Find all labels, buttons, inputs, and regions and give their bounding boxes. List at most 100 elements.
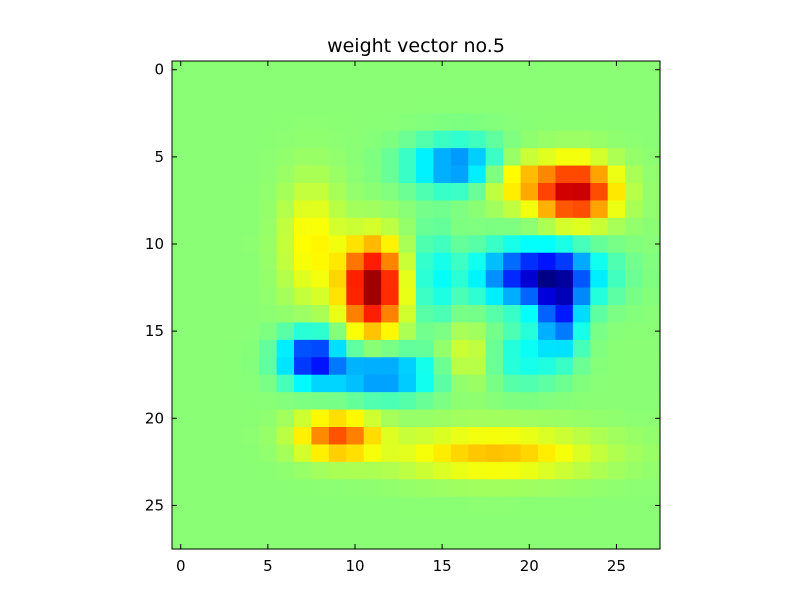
heatmap-cell bbox=[311, 305, 330, 324]
heatmap-cell bbox=[520, 461, 539, 480]
heatmap-cell bbox=[433, 270, 452, 289]
heatmap-cell bbox=[607, 357, 626, 376]
heatmap-cell bbox=[416, 270, 435, 289]
heatmap-cell bbox=[450, 444, 469, 463]
heatmap-cell bbox=[538, 148, 557, 167]
heatmap-cell bbox=[189, 531, 208, 550]
heatmap-cell bbox=[485, 270, 504, 289]
heatmap-cell bbox=[642, 427, 661, 446]
heatmap-cell bbox=[398, 479, 417, 498]
heatmap-cell bbox=[398, 183, 417, 202]
heatmap-cell bbox=[538, 270, 557, 289]
heatmap-cell bbox=[450, 200, 469, 219]
heatmap-cell bbox=[259, 130, 278, 149]
heatmap-cell bbox=[625, 61, 644, 80]
heatmap-cell bbox=[590, 113, 609, 132]
heatmap-cell bbox=[398, 287, 417, 306]
heatmap-cell bbox=[433, 235, 452, 254]
heatmap-cell bbox=[625, 78, 644, 97]
heatmap-cell bbox=[468, 427, 487, 446]
heatmap-cell bbox=[433, 305, 452, 324]
heatmap-cell bbox=[607, 427, 626, 446]
heatmap-cell bbox=[642, 148, 661, 167]
heatmap-cell bbox=[206, 514, 225, 533]
heatmap-cells bbox=[172, 61, 661, 550]
heatmap-cell bbox=[346, 427, 365, 446]
heatmap-cell bbox=[206, 78, 225, 97]
heatmap-cell bbox=[538, 322, 557, 341]
heatmap-cell bbox=[224, 409, 243, 428]
heatmap-cell bbox=[572, 496, 591, 515]
heatmap-cell bbox=[346, 374, 365, 393]
heatmap-cell bbox=[625, 130, 644, 149]
heatmap-cell bbox=[328, 339, 347, 358]
axes-frame bbox=[171, 60, 661, 550]
heatmap-cell bbox=[346, 61, 365, 80]
heatmap-cell bbox=[555, 409, 574, 428]
heatmap-cell bbox=[590, 514, 609, 533]
heatmap-cell bbox=[381, 61, 400, 80]
heatmap-cell bbox=[381, 322, 400, 341]
heatmap-cell bbox=[642, 217, 661, 236]
heatmap-cell bbox=[328, 148, 347, 167]
heatmap-cell bbox=[503, 270, 522, 289]
heatmap-cell bbox=[590, 409, 609, 428]
heatmap-cell bbox=[450, 427, 469, 446]
heatmap-cell bbox=[241, 235, 260, 254]
heatmap-cell bbox=[276, 374, 295, 393]
heatmap-cell bbox=[189, 287, 208, 306]
heatmap-cell bbox=[485, 200, 504, 219]
heatmap-cell bbox=[538, 409, 557, 428]
heatmap-cell bbox=[625, 183, 644, 202]
heatmap-cell bbox=[450, 479, 469, 498]
heatmap-cell bbox=[328, 235, 347, 254]
heatmap-cell bbox=[224, 531, 243, 550]
heatmap-cell bbox=[572, 217, 591, 236]
heatmap-cell bbox=[468, 409, 487, 428]
heatmap-cell bbox=[503, 374, 522, 393]
heatmap-cell bbox=[276, 235, 295, 254]
heatmap-cell bbox=[311, 427, 330, 446]
heatmap-cell bbox=[276, 479, 295, 498]
heatmap-cell bbox=[311, 270, 330, 289]
heatmap-cell bbox=[625, 287, 644, 306]
heatmap-cell bbox=[485, 235, 504, 254]
heatmap-cell bbox=[224, 235, 243, 254]
heatmap-cell bbox=[642, 392, 661, 411]
heatmap-cell bbox=[381, 357, 400, 376]
heatmap-cell bbox=[172, 514, 191, 533]
heatmap-cell bbox=[224, 200, 243, 219]
heatmap-cell bbox=[311, 444, 330, 463]
heatmap-cell bbox=[224, 287, 243, 306]
heatmap-cell bbox=[503, 287, 522, 306]
heatmap-cell bbox=[259, 235, 278, 254]
heatmap-cell bbox=[172, 392, 191, 411]
heatmap-cell bbox=[206, 113, 225, 132]
heatmap-cell bbox=[294, 217, 313, 236]
heatmap-cell bbox=[572, 113, 591, 132]
heatmap-cell bbox=[276, 409, 295, 428]
heatmap-cell bbox=[538, 339, 557, 358]
heatmap-cell bbox=[172, 270, 191, 289]
heatmap-cell bbox=[468, 322, 487, 341]
heatmap-cell bbox=[416, 339, 435, 358]
heatmap-cell bbox=[485, 287, 504, 306]
heatmap-cell bbox=[294, 287, 313, 306]
heatmap-cell bbox=[625, 374, 644, 393]
heatmap-cell bbox=[381, 183, 400, 202]
heatmap-cell bbox=[642, 113, 661, 132]
heatmap-cell bbox=[450, 409, 469, 428]
heatmap-cell bbox=[206, 461, 225, 480]
heatmap-cell bbox=[468, 496, 487, 515]
heatmap-cell bbox=[381, 252, 400, 271]
heatmap-cell bbox=[572, 130, 591, 149]
heatmap-cell bbox=[328, 409, 347, 428]
heatmap-cell bbox=[328, 322, 347, 341]
heatmap-cell bbox=[241, 339, 260, 358]
heatmap-cell bbox=[189, 305, 208, 324]
heatmap-cell bbox=[189, 479, 208, 498]
heatmap-cell bbox=[346, 95, 365, 114]
heatmap-cell bbox=[224, 461, 243, 480]
heatmap-cell bbox=[294, 392, 313, 411]
heatmap-cell bbox=[433, 183, 452, 202]
